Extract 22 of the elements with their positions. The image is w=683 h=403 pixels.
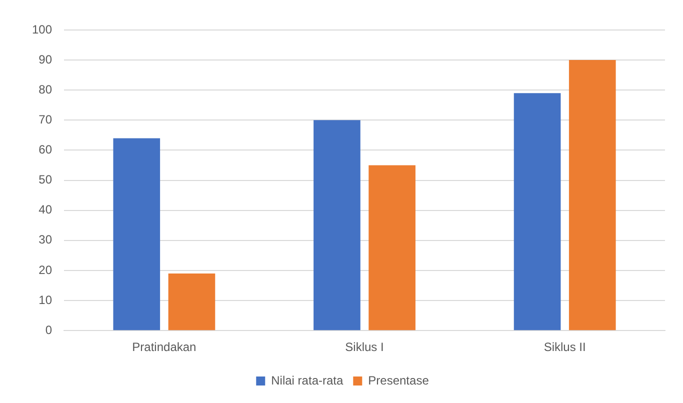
y-tick-label: 100 [32, 22, 52, 36]
y-tick-label: 70 [38, 112, 52, 126]
bar [368, 165, 416, 330]
y-tick-label: 0 [45, 322, 52, 337]
bar [514, 93, 561, 330]
y-tick-label: 10 [38, 292, 52, 307]
legend-label: Presentase [368, 373, 430, 388]
y-tick-label: 50 [38, 172, 52, 187]
x-tick-label: Pratindakan [132, 340, 196, 354]
bar [568, 60, 616, 330]
bar [314, 120, 360, 330]
bar [113, 138, 160, 330]
y-tick-label: 20 [38, 262, 52, 277]
y-tick-label: 80 [38, 82, 52, 96]
bar [168, 273, 216, 330]
x-tick-label: Siklus II [544, 340, 586, 354]
y-tick-label: 30 [38, 232, 52, 247]
y-tick-label: 40 [38, 202, 52, 217]
legend-label: Nilai rata-rata [271, 373, 344, 388]
y-tick-label: 90 [38, 52, 52, 66]
x-tick-label: Siklus I [345, 340, 384, 354]
y-tick-label: 60 [38, 142, 52, 157]
